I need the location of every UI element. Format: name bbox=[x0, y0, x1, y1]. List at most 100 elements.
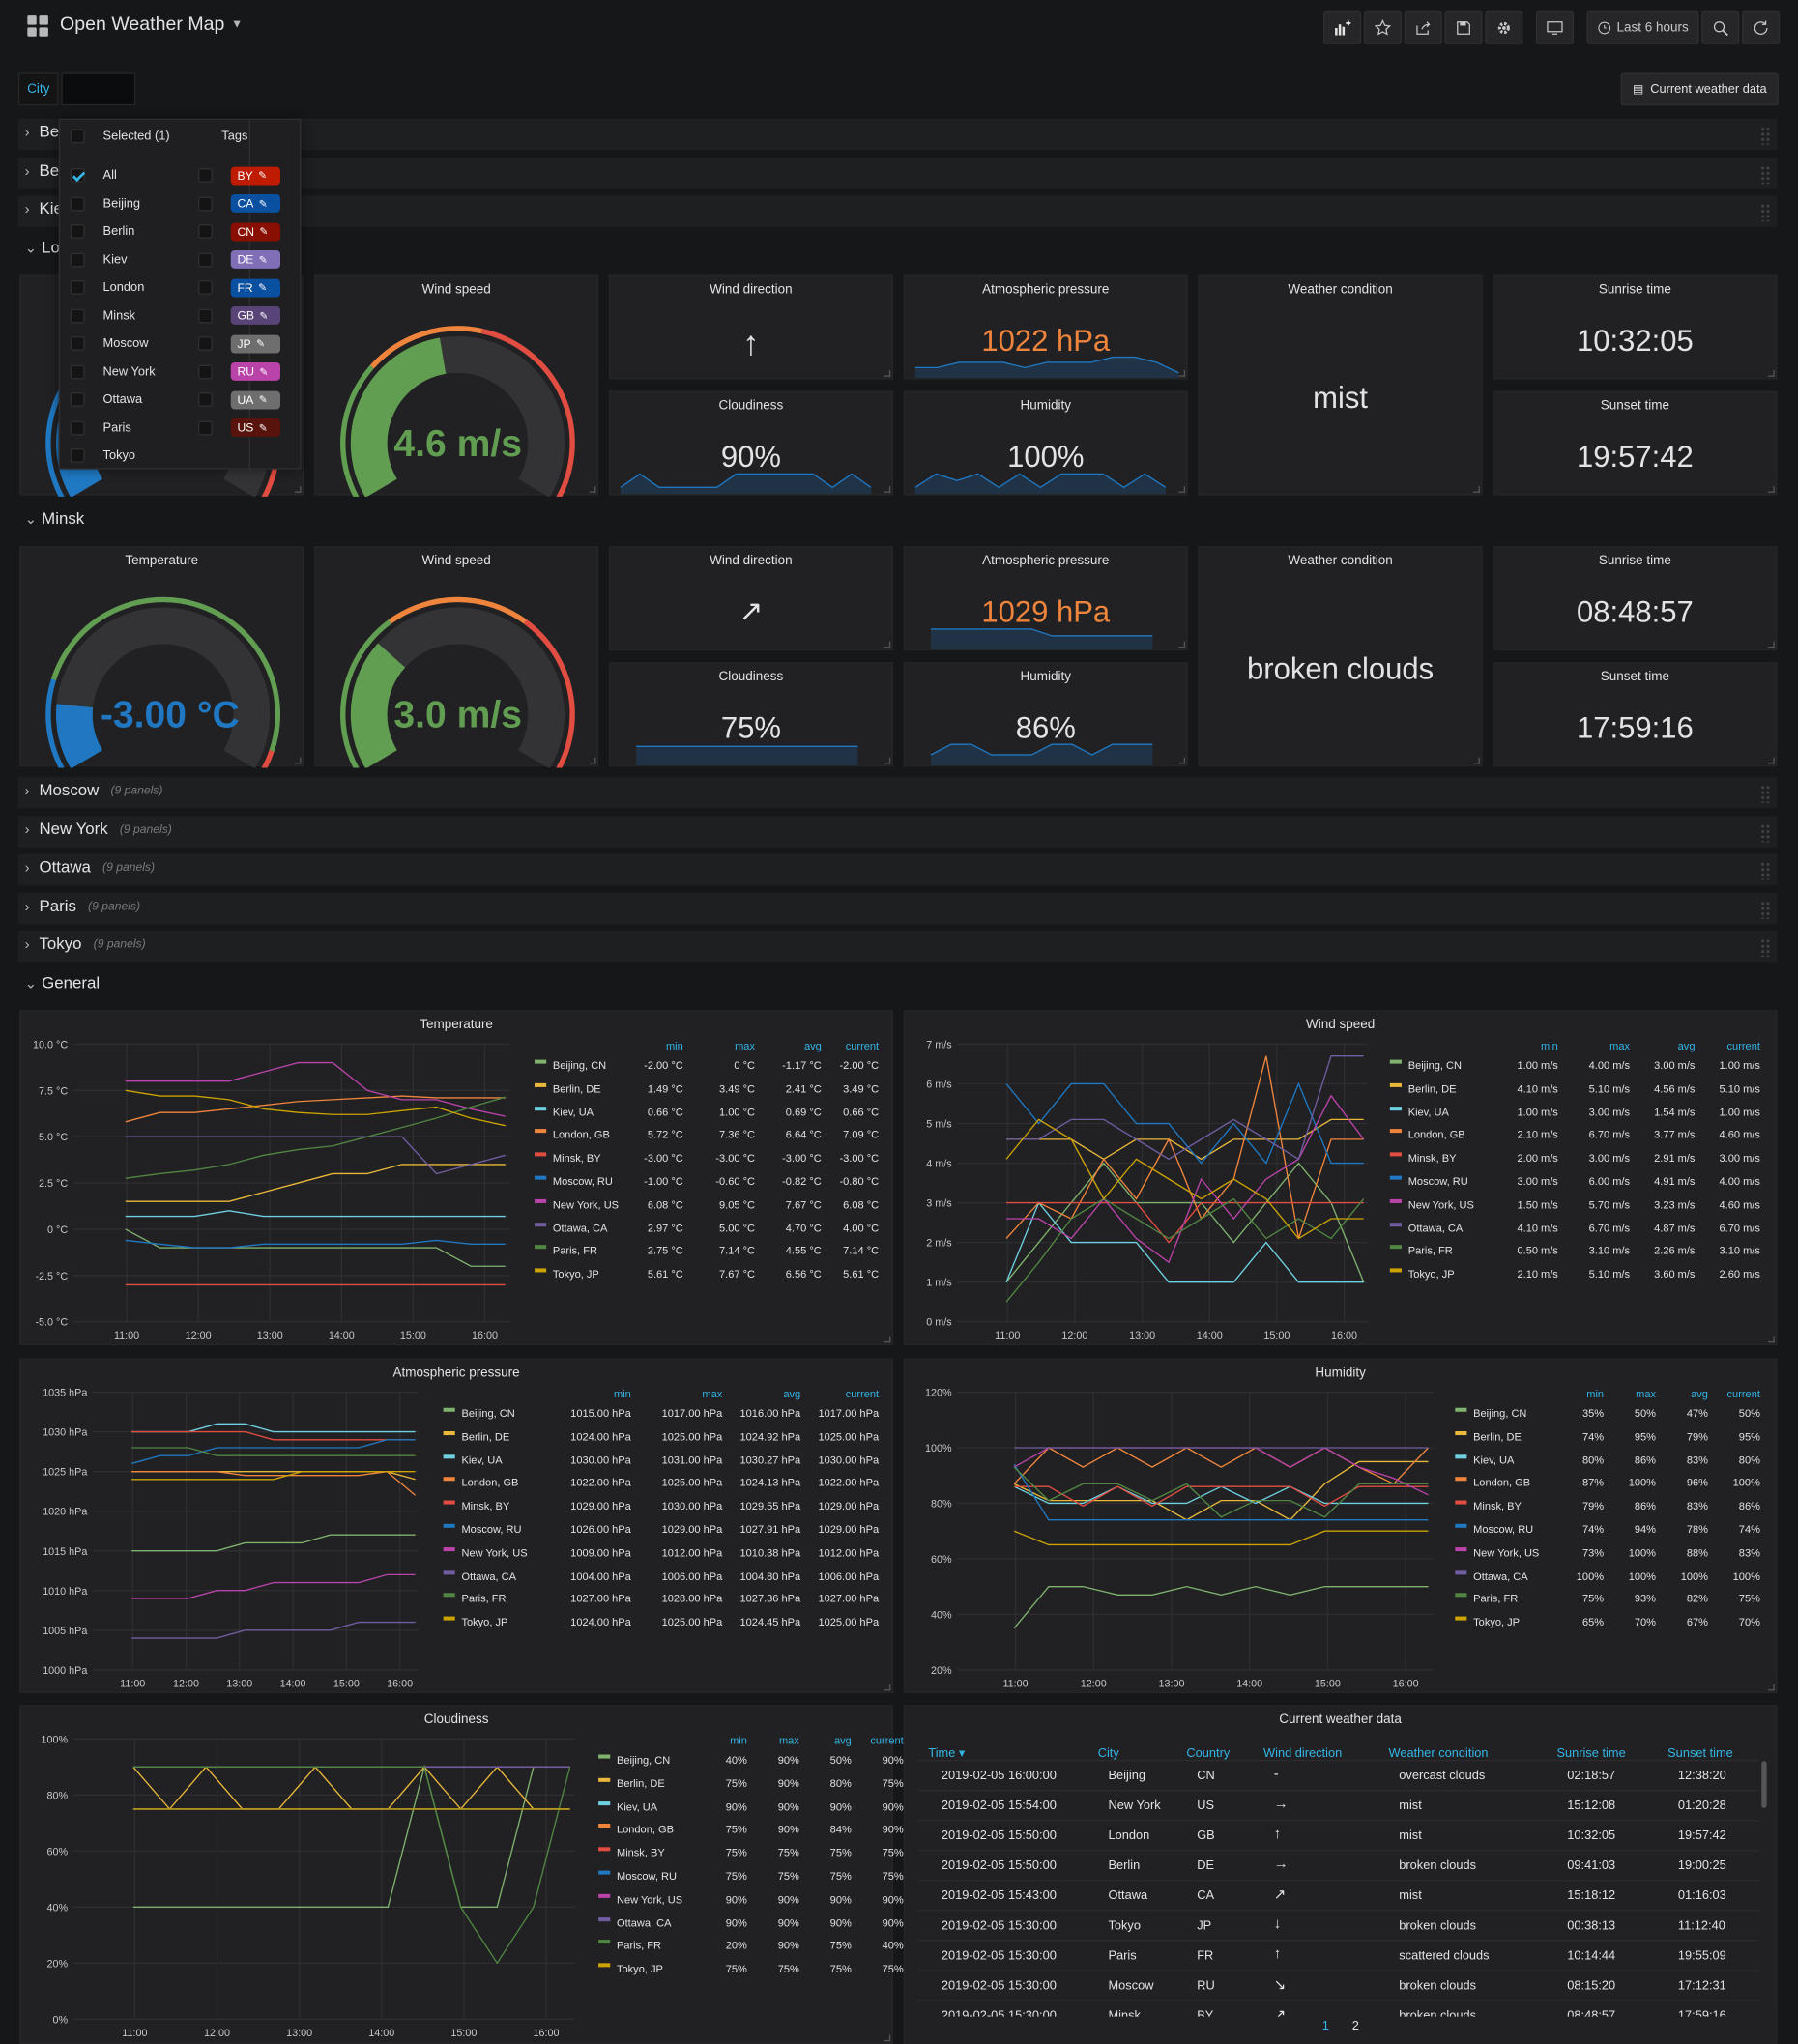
checkbox[interactable] bbox=[70, 129, 85, 144]
table-header-3[interactable]: Wind direction bbox=[1263, 1746, 1343, 1762]
city-option[interactable]: Beijing bbox=[70, 189, 140, 216]
legend-item[interactable]: Ottawa, CA 2.97 °C 5.00 °C 4.70 °C 4.00 °C bbox=[532, 1222, 884, 1241]
checkbox[interactable] bbox=[198, 419, 213, 435]
table-row[interactable]: 2019-02-05 15:30:00 Tokyo JP ↓ broken clouds… bbox=[917, 1910, 1759, 1940]
table-row[interactable]: 2019-02-05 15:30:00 Paris FR ↑ scattered clo… bbox=[917, 1940, 1759, 1970]
checkbox[interactable] bbox=[70, 279, 85, 295]
zoom-out-button[interactable] bbox=[1701, 10, 1740, 44]
star-button[interactable] bbox=[1363, 10, 1402, 44]
checkbox[interactable] bbox=[198, 279, 213, 295]
row-ottawa[interactable]: › Ottawa (9 panels) bbox=[17, 853, 1778, 886]
legend-item[interactable]: Beijing, CN -2.00 °C 0 °C -1.17 °C -2.00 °C bbox=[532, 1059, 884, 1079]
checkbox[interactable] bbox=[70, 167, 85, 183]
drag-handle-icon[interactable] bbox=[1759, 938, 1771, 958]
dashboard-title[interactable]: Open Weather Map ▼ bbox=[60, 14, 243, 36]
legend-item[interactable]: Berlin, DE 74% 95% 79% 95% bbox=[1453, 1430, 1768, 1450]
legend-item[interactable]: Tokyo, JP 2.10 m/s 5.10 m/s 3.60 m/s 2.60 m/… bbox=[1387, 1268, 1768, 1287]
view-mode-button[interactable] bbox=[1535, 10, 1574, 44]
legend-item[interactable]: Paris, FR 1027.00 hPa 1028.00 hPa 1027.36 h… bbox=[441, 1593, 884, 1612]
city-option[interactable]: Moscow bbox=[70, 330, 149, 357]
table-header-2[interactable]: Country bbox=[1186, 1746, 1231, 1762]
tag-option[interactable]: UA ✎ bbox=[198, 386, 280, 413]
checkbox[interactable] bbox=[70, 419, 85, 435]
legend-item[interactable]: Moscow, RU 1026.00 hPa 1029.00 hPa 1027.91 … bbox=[441, 1523, 884, 1542]
checkbox[interactable] bbox=[198, 391, 213, 407]
save-button[interactable] bbox=[1444, 10, 1483, 44]
legend-item[interactable]: Tokyo, JP 65% 70% 67% 70% bbox=[1453, 1616, 1768, 1635]
legend-item[interactable]: New York, US 1009.00 hPa 1012.00 hPa 1010.3… bbox=[441, 1546, 884, 1566]
legend-item[interactable]: Minsk, BY 2.00 m/s 3.00 m/s 2.91 m/s 3.00 m/… bbox=[1387, 1152, 1768, 1171]
table-row[interactable]: 2019-02-05 15:50:00 Berlin DE → broken cloud… bbox=[917, 1849, 1759, 1880]
table-row[interactable]: 2019-02-05 15:50:00 London GB ↑ mist 10:32:05… bbox=[917, 1819, 1759, 1850]
row-kiev[interactable]: › Kie bbox=[17, 195, 1778, 227]
checkbox[interactable] bbox=[70, 195, 85, 211]
tag-option[interactable]: JP ✎ bbox=[198, 330, 280, 357]
legend-item[interactable]: Paris, FR 2.75 °C 7.14 °C 4.55 °C 7.14 °C bbox=[532, 1245, 884, 1264]
legend-item[interactable]: Tokyo, JP 5.61 °C 7.67 °C 6.56 °C 5.61 °C bbox=[532, 1268, 884, 1287]
legend-item[interactable]: Ottawa, CA 4.10 m/s 6.70 m/s 4.87 m/s 6.70 m… bbox=[1387, 1222, 1768, 1241]
legend-item[interactable]: London, GB 1022.00 hPa 1025.00 hPa 1024.13 … bbox=[441, 1477, 884, 1496]
checkbox[interactable] bbox=[198, 195, 213, 211]
drag-handle-icon[interactable] bbox=[1759, 165, 1771, 185]
checkbox[interactable] bbox=[198, 167, 213, 183]
page-link[interactable]: 1 bbox=[1321, 2019, 1329, 2034]
city-variable-input[interactable] bbox=[61, 72, 136, 106]
legend-item[interactable]: Kiev, UA 90% 90% 90% 90% bbox=[595, 1800, 904, 1820]
checkbox[interactable] bbox=[198, 363, 213, 379]
legend-item[interactable]: Beijing, CN 40% 90% 50% 90% bbox=[595, 1754, 904, 1773]
table-header-4[interactable]: Weather condition bbox=[1388, 1746, 1489, 1762]
legend-item[interactable]: Paris, FR 75% 93% 82% 75% bbox=[1453, 1593, 1768, 1612]
city-option[interactable]: Berlin bbox=[70, 217, 134, 245]
row-moscow[interactable]: › Moscow (9 panels) bbox=[17, 776, 1778, 809]
legend-item[interactable]: Ottawa, CA 100% 100% 100% 100% bbox=[1453, 1569, 1768, 1589]
checkbox[interactable] bbox=[70, 447, 85, 463]
table-row[interactable]: 2019-02-05 16:00:00 Beijing CN - overcast cl… bbox=[917, 1759, 1759, 1790]
legend-item[interactable]: Tokyo, JP 1024.00 hPa 1025.00 hPa 1024.45 h… bbox=[441, 1616, 884, 1635]
table-row[interactable]: 2019-02-05 15:43:00 Ottawa CA ↗ mist 15:18:12… bbox=[917, 1879, 1759, 1910]
row-paris[interactable]: › Paris (9 panels) bbox=[17, 892, 1778, 925]
legend-item[interactable]: Kiev, UA 80% 86% 83% 80% bbox=[1453, 1454, 1768, 1473]
checkbox[interactable] bbox=[70, 307, 85, 323]
checkbox[interactable] bbox=[198, 307, 213, 323]
city-option[interactable]: New York bbox=[70, 358, 156, 385]
settings-button[interactable] bbox=[1485, 10, 1523, 44]
legend-item[interactable]: New York, US 73% 100% 88% 83% bbox=[1453, 1546, 1768, 1566]
city-option[interactable]: Paris bbox=[70, 414, 131, 441]
legend-item[interactable]: Beijing, CN 1015.00 hPa 1017.00 hPa 1016.00… bbox=[441, 1407, 884, 1426]
tag-option[interactable]: CA ✎ bbox=[198, 189, 280, 216]
city-option[interactable]: Kiev bbox=[70, 245, 127, 273]
time-range-picker[interactable]: Last 6 hours bbox=[1586, 10, 1699, 44]
tag-option[interactable]: BY ✎ bbox=[198, 161, 280, 188]
legend-item[interactable]: London, GB 75% 90% 84% 90% bbox=[595, 1824, 904, 1843]
legend-item[interactable]: Minsk, BY -3.00 °C -3.00 °C -3.00 °C -3.00 °… bbox=[532, 1152, 884, 1171]
table-row[interactable]: 2019-02-05 15:54:00 New York US → mist 15:12:… bbox=[917, 1789, 1759, 1820]
table-row[interactable]: 2019-02-05 15:30:00 Moscow RU ↘ broken cloud… bbox=[917, 1970, 1759, 2000]
legend-item[interactable]: Moscow, RU -1.00 °C -0.60 °C -0.82 °C -0.80 … bbox=[532, 1175, 884, 1195]
table-header-0[interactable]: Time ▾ bbox=[928, 1746, 966, 1762]
page-link[interactable]: 2 bbox=[1351, 2019, 1359, 2034]
tag-option[interactable]: CN ✎ bbox=[198, 217, 280, 245]
drag-handle-icon[interactable] bbox=[1759, 900, 1771, 919]
row-tokyo[interactable]: › Tokyo (9 panels) bbox=[17, 931, 1778, 963]
legend-item[interactable]: Kiev, UA 1030.00 hPa 1031.00 hPa 1030.27 hP… bbox=[441, 1454, 884, 1473]
table-header-6[interactable]: Sunset time bbox=[1668, 1746, 1733, 1762]
legend-item[interactable]: Moscow, RU 74% 94% 78% 74% bbox=[1453, 1523, 1768, 1542]
legend-item[interactable]: New York, US 1.50 m/s 5.70 m/s 3.23 m/s 4.60… bbox=[1387, 1198, 1768, 1218]
city-option[interactable]: All bbox=[70, 161, 117, 188]
legend-item[interactable]: Berlin, DE 1024.00 hPa 1025.00 hPa 1024.92 … bbox=[441, 1430, 884, 1450]
tag-option[interactable]: RU ✎ bbox=[198, 358, 280, 385]
legend-item[interactable]: Beijing, CN 35% 50% 47% 50% bbox=[1453, 1407, 1768, 1426]
legend-item[interactable]: Beijing, CN 1.00 m/s 4.00 m/s 3.00 m/s 1.00 … bbox=[1387, 1059, 1768, 1079]
legend-item[interactable]: Minsk, BY 1029.00 hPa 1030.00 hPa 1029.55 h… bbox=[441, 1500, 884, 1519]
tag-option[interactable]: US ✎ bbox=[198, 414, 280, 441]
checkbox[interactable] bbox=[198, 223, 213, 239]
legend-item[interactable]: Berlin, DE 1.49 °C 3.49 °C 2.41 °C 3.49 °C bbox=[532, 1082, 884, 1102]
tag-option[interactable]: DE ✎ bbox=[198, 245, 280, 273]
legend-item[interactable]: Kiev, UA 1.00 m/s 3.00 m/s 1.54 m/s 1.00 m/s bbox=[1387, 1106, 1768, 1125]
city-option[interactable]: London bbox=[70, 273, 144, 301]
legend-item[interactable]: Minsk, BY 79% 86% 83% 86% bbox=[1453, 1500, 1768, 1519]
current-weather-link[interactable]: ▤ Current weather data bbox=[1620, 72, 1779, 106]
checkbox[interactable] bbox=[70, 223, 85, 239]
legend-item[interactable]: Tokyo, JP 75% 75% 75% 75% bbox=[595, 1963, 904, 1982]
legend-item[interactable]: New York, US 90% 90% 90% 90% bbox=[595, 1893, 904, 1913]
